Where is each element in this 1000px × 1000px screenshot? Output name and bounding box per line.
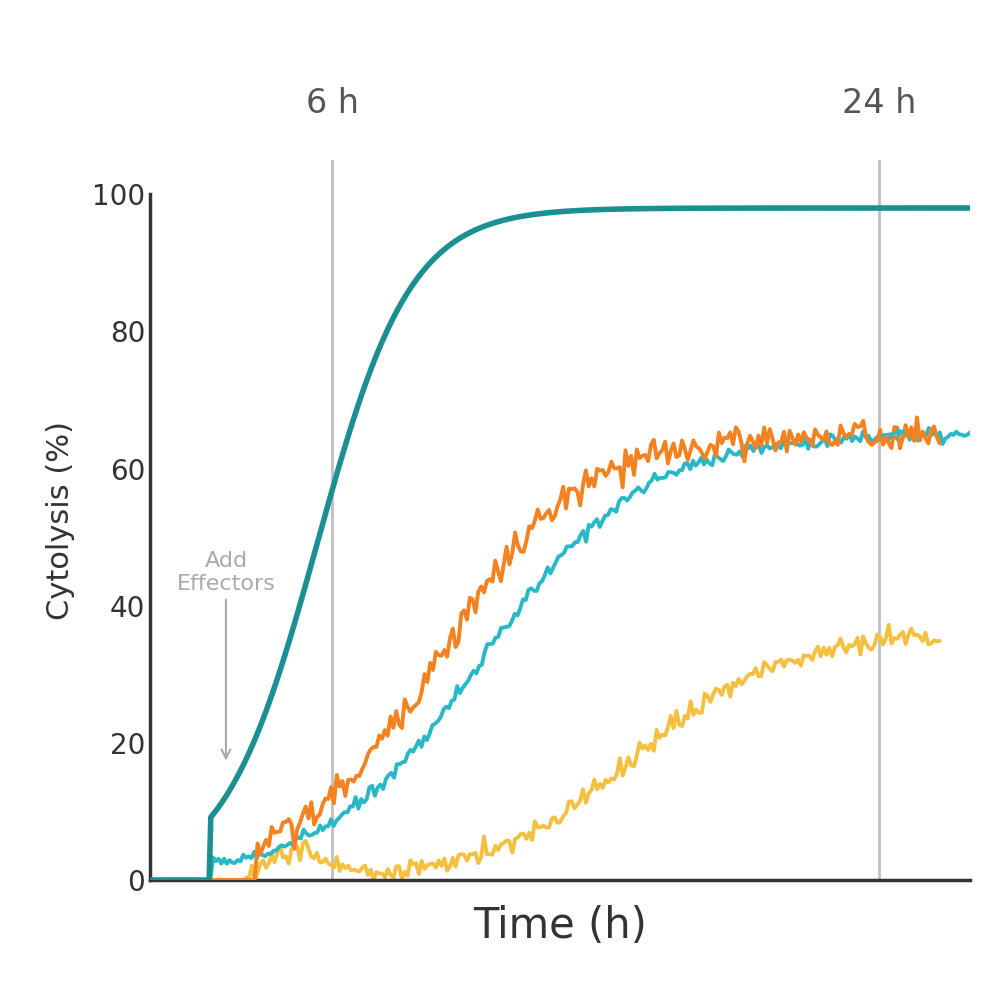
- Text: 24 h: 24 h: [842, 87, 916, 120]
- Text: Add
Effectors: Add Effectors: [176, 551, 275, 758]
- Y-axis label: Cytolysis (%): Cytolysis (%): [46, 420, 75, 619]
- X-axis label: Time (h): Time (h): [473, 905, 647, 947]
- Text: 6 h: 6 h: [306, 87, 359, 120]
